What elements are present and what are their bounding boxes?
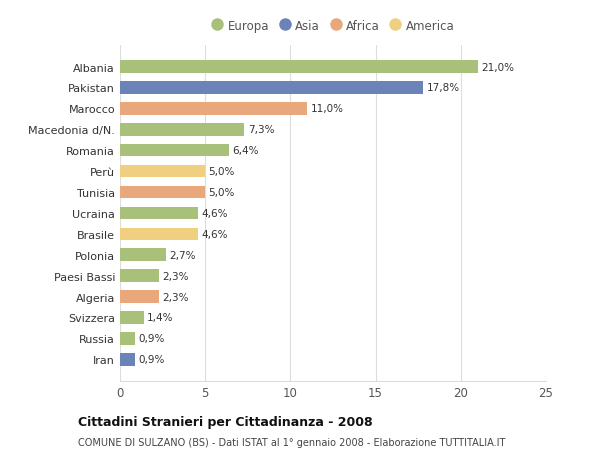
Bar [120, 312, 144, 324]
Bar [120, 145, 229, 157]
Bar [120, 249, 166, 262]
Text: Cittadini Stranieri per Cittadinanza - 2008: Cittadini Stranieri per Cittadinanza - 2… [78, 415, 373, 428]
Bar [120, 103, 307, 115]
Text: 4,6%: 4,6% [202, 208, 228, 218]
Bar [120, 353, 136, 366]
Legend: Europa, Asia, Africa, America: Europa, Asia, Africa, America [206, 15, 460, 37]
Bar [120, 207, 199, 220]
Text: 5,0%: 5,0% [209, 167, 235, 177]
Bar [120, 291, 159, 303]
Text: 2,7%: 2,7% [169, 250, 196, 260]
Bar [120, 228, 199, 241]
Text: 1,4%: 1,4% [147, 313, 174, 323]
Text: 0,9%: 0,9% [139, 354, 165, 364]
Text: 0,9%: 0,9% [139, 334, 165, 344]
Text: 5,0%: 5,0% [209, 188, 235, 197]
Text: COMUNE DI SULZANO (BS) - Dati ISTAT al 1° gennaio 2008 - Elaborazione TUTTITALIA: COMUNE DI SULZANO (BS) - Dati ISTAT al 1… [78, 437, 505, 447]
Text: 11,0%: 11,0% [311, 104, 344, 114]
Bar [120, 124, 244, 136]
Bar [120, 186, 205, 199]
Bar [120, 165, 205, 178]
Text: 4,6%: 4,6% [202, 230, 228, 239]
Bar [120, 61, 478, 73]
Text: 7,3%: 7,3% [248, 125, 274, 135]
Bar [120, 332, 136, 345]
Text: 6,4%: 6,4% [232, 146, 259, 156]
Bar [120, 82, 424, 95]
Bar [120, 270, 159, 282]
Text: 2,3%: 2,3% [163, 292, 189, 302]
Text: 2,3%: 2,3% [163, 271, 189, 281]
Text: 21,0%: 21,0% [481, 62, 514, 73]
Text: 17,8%: 17,8% [427, 83, 460, 93]
